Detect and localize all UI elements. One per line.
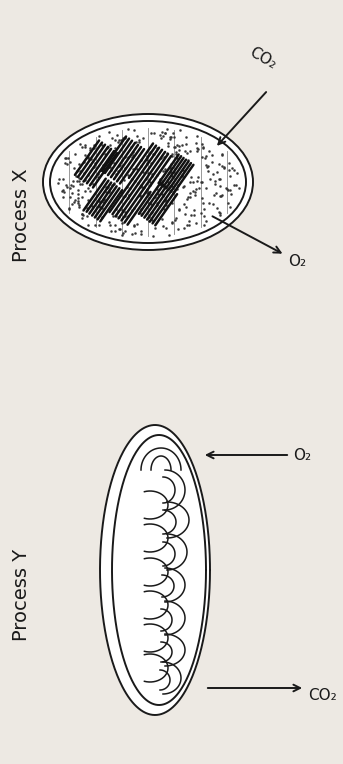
Text: CO₂: CO₂ — [247, 44, 279, 72]
Text: O₂: O₂ — [288, 254, 306, 270]
Polygon shape — [100, 425, 210, 715]
Ellipse shape — [43, 114, 253, 250]
Text: Process Y: Process Y — [12, 549, 32, 641]
Text: Process X: Process X — [12, 168, 32, 262]
Text: CO₂: CO₂ — [308, 688, 337, 703]
Polygon shape — [112, 435, 206, 705]
Text: O₂: O₂ — [293, 448, 311, 462]
